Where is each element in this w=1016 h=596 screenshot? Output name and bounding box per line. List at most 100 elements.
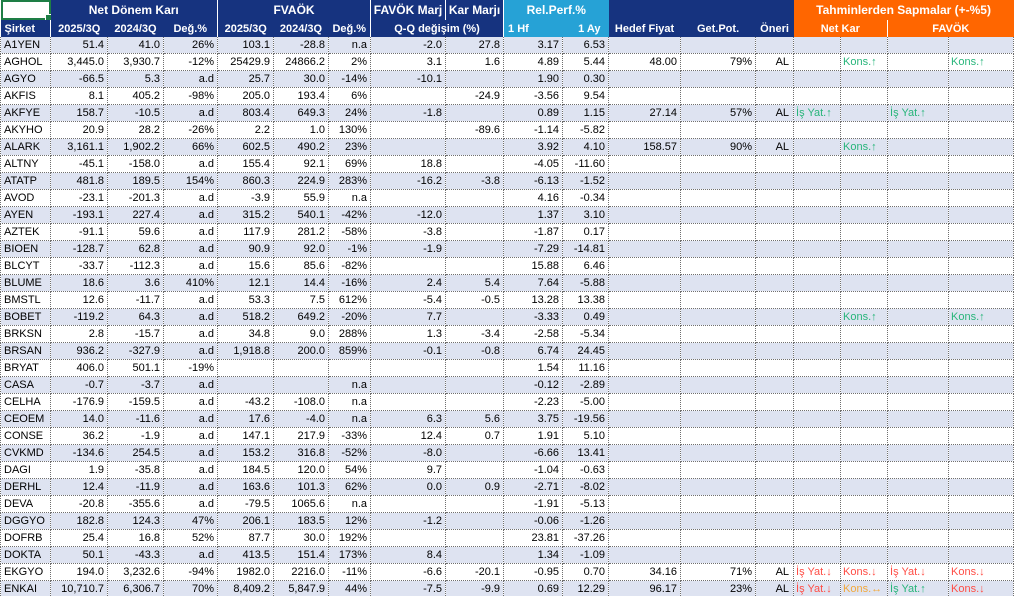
- return-potential-cell[interactable]: [680, 495, 757, 513]
- net-profit-change-cell[interactable]: a.d: [163, 257, 219, 275]
- netkar-isyat-deviation-cell[interactable]: [793, 172, 842, 190]
- target-price-cell[interactable]: [608, 274, 682, 292]
- ebitda-2024q3-cell[interactable]: 151.4: [273, 546, 330, 564]
- return-potential-cell[interactable]: [680, 70, 757, 88]
- relperf-1m-cell[interactable]: 11.16: [562, 359, 610, 377]
- relperf-1m-cell[interactable]: 6.46: [562, 257, 610, 275]
- netkar-isyat-deviation-cell[interactable]: [793, 87, 842, 105]
- net-profit-change-cell[interactable]: 70%: [163, 580, 219, 596]
- favok-kons-deviation-cell[interactable]: [948, 495, 1015, 513]
- relperf-1m-cell[interactable]: 6.53: [562, 37, 610, 54]
- profit-margin-qq-cell[interactable]: [445, 189, 505, 207]
- recommendation-cell[interactable]: [755, 393, 795, 411]
- net-profit-2025q3-cell[interactable]: 51.4: [50, 37, 108, 54]
- relperf-1w-cell[interactable]: -2.58: [503, 325, 564, 343]
- favok-kons-deviation-cell[interactable]: [948, 257, 1015, 275]
- relperf-1w-cell[interactable]: -3.33: [503, 308, 564, 326]
- company-cell[interactable]: ENKAI: [0, 580, 51, 596]
- recommendation-cell[interactable]: [755, 291, 795, 309]
- ebitda-change-cell[interactable]: 612%: [328, 291, 372, 309]
- favok-isyat-deviation-cell[interactable]: İş Yat.↑: [887, 580, 950, 596]
- company-cell[interactable]: EKGYO: [0, 563, 51, 581]
- ebitda-change-cell[interactable]: 859%: [328, 342, 372, 360]
- favok-kons-deviation-cell[interactable]: [948, 546, 1015, 564]
- header-tahminlerden-sapmalar[interactable]: Tahminlerden Sapmalar (+-%5): [793, 0, 1014, 20]
- favok-kons-deviation-cell[interactable]: [948, 240, 1015, 258]
- net-profit-2024q3-cell[interactable]: 62.8: [107, 240, 164, 258]
- target-price-cell[interactable]: 48.00: [608, 53, 682, 71]
- net-profit-2024q3-cell[interactable]: -35.8: [107, 461, 164, 479]
- relperf-1w-cell[interactable]: 23.81: [503, 529, 564, 547]
- recommendation-cell[interactable]: [755, 512, 795, 530]
- ebitda-2024q3-cell[interactable]: 183.5: [273, 512, 330, 530]
- relperf-1w-cell[interactable]: 1.37: [503, 206, 564, 224]
- company-cell[interactable]: AKFYE: [0, 104, 51, 122]
- net-profit-2025q3-cell[interactable]: 158.7: [50, 104, 108, 122]
- favok-isyat-deviation-cell[interactable]: [887, 478, 950, 496]
- net-profit-change-cell[interactable]: a.d: [163, 461, 219, 479]
- company-cell[interactable]: BRKSN: [0, 325, 51, 343]
- netkar-kons-deviation-cell[interactable]: [840, 512, 889, 530]
- target-price-cell[interactable]: [608, 393, 682, 411]
- netkar-kons-deviation-cell[interactable]: [840, 342, 889, 360]
- favok-kons-deviation-cell[interactable]: [948, 325, 1015, 343]
- target-price-cell[interactable]: [608, 325, 682, 343]
- header-1hf[interactable]: 1 Hf: [503, 20, 563, 37]
- target-price-cell[interactable]: 158.57: [608, 138, 682, 156]
- header-kar-marji[interactable]: Kar Marjı: [445, 0, 505, 20]
- recommendation-cell[interactable]: AL: [755, 580, 795, 596]
- net-profit-2024q3-cell[interactable]: 254.5: [107, 444, 164, 462]
- target-price-cell[interactable]: [608, 444, 682, 462]
- net-profit-2025q3-cell[interactable]: 1.9: [50, 461, 108, 479]
- return-potential-cell[interactable]: [680, 308, 757, 326]
- return-potential-cell[interactable]: [680, 37, 757, 54]
- relperf-1w-cell[interactable]: 4.89: [503, 53, 564, 71]
- recommendation-cell[interactable]: [755, 189, 795, 207]
- netkar-kons-deviation-cell[interactable]: [840, 155, 889, 173]
- relperf-1m-cell[interactable]: 12.29: [562, 580, 610, 596]
- profit-margin-qq-cell[interactable]: [445, 70, 505, 88]
- recommendation-cell[interactable]: [755, 223, 795, 241]
- netkar-kons-deviation-cell[interactable]: [840, 495, 889, 513]
- recommendation-cell[interactable]: [755, 444, 795, 462]
- return-potential-cell[interactable]: [680, 121, 757, 139]
- header-nk-deg[interactable]: Değ.%: [163, 20, 219, 37]
- target-price-cell[interactable]: [608, 172, 682, 190]
- ebitda-change-cell[interactable]: 24%: [328, 104, 372, 122]
- net-profit-change-cell[interactable]: a.d: [163, 495, 219, 513]
- ebitda-2025q3-cell[interactable]: -3.9: [217, 189, 275, 207]
- net-profit-2024q3-cell[interactable]: 501.1: [107, 359, 164, 377]
- target-price-cell[interactable]: [608, 410, 682, 428]
- header-favok-sub[interactable]: FAVÖK: [887, 20, 1014, 37]
- header-qq-degisim[interactable]: Q-Q değişim (%): [370, 20, 505, 37]
- net-profit-2025q3-cell[interactable]: -66.5: [50, 70, 108, 88]
- relperf-1w-cell[interactable]: -0.95: [503, 563, 564, 581]
- relperf-1m-cell[interactable]: -19.56: [562, 410, 610, 428]
- target-price-cell[interactable]: [608, 495, 682, 513]
- company-cell[interactable]: CONSE: [0, 427, 51, 445]
- ebitda-margin-qq-cell[interactable]: [370, 359, 447, 377]
- target-price-cell[interactable]: [608, 461, 682, 479]
- ebitda-margin-qq-cell[interactable]: [370, 495, 447, 513]
- recommendation-cell[interactable]: [755, 257, 795, 275]
- net-profit-change-cell[interactable]: a.d: [163, 104, 219, 122]
- net-profit-change-cell[interactable]: a.d: [163, 393, 219, 411]
- return-potential-cell[interactable]: [680, 427, 757, 445]
- ebitda-2024q3-cell[interactable]: 540.1: [273, 206, 330, 224]
- company-cell[interactable]: CASA: [0, 376, 51, 394]
- favok-isyat-deviation-cell[interactable]: [887, 359, 950, 377]
- profit-margin-qq-cell[interactable]: -0.8: [445, 342, 505, 360]
- return-potential-cell[interactable]: 79%: [680, 53, 757, 71]
- company-cell[interactable]: DAGI: [0, 461, 51, 479]
- relperf-1m-cell[interactable]: 13.38: [562, 291, 610, 309]
- netkar-kons-deviation-cell[interactable]: [840, 87, 889, 105]
- return-potential-cell[interactable]: [680, 529, 757, 547]
- ebitda-2025q3-cell[interactable]: [217, 359, 275, 377]
- return-potential-cell[interactable]: [680, 325, 757, 343]
- netkar-isyat-deviation-cell[interactable]: [793, 478, 842, 496]
- ebitda-margin-qq-cell[interactable]: [370, 393, 447, 411]
- net-profit-2024q3-cell[interactable]: -11.6: [107, 410, 164, 428]
- net-profit-change-cell[interactable]: -19%: [163, 359, 219, 377]
- company-cell[interactable]: BIOEN: [0, 240, 51, 258]
- profit-margin-qq-cell[interactable]: [445, 240, 505, 258]
